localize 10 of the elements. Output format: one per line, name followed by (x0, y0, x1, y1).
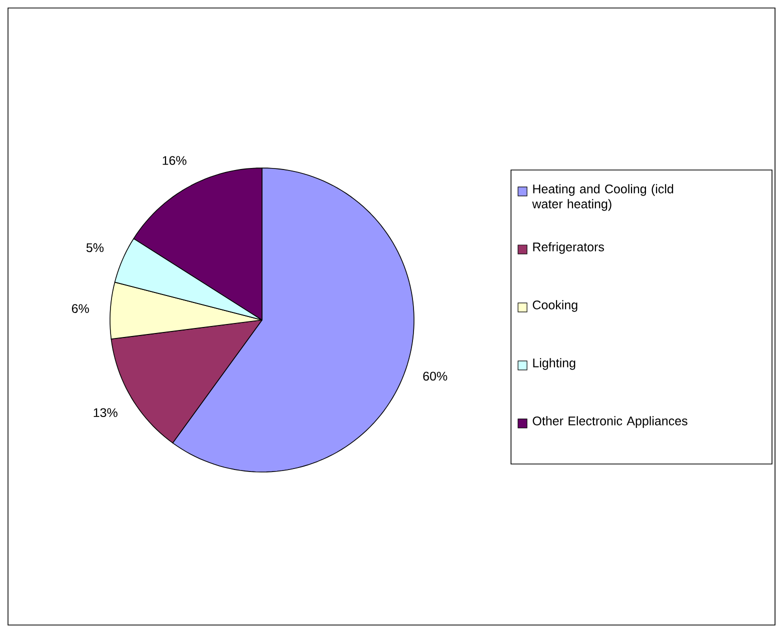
data-label: 6% (72, 304, 89, 313)
data-label: 60% (423, 372, 448, 381)
legend-label: Heating and Cooling (icld water heating) (532, 184, 674, 211)
legend-label: Other Electronic Appliances (532, 416, 688, 428)
legend-label: Lighting (533, 358, 576, 370)
data-label: 16% (162, 156, 186, 165)
legend-label: Cooking (532, 300, 578, 312)
data-label: 5% (86, 243, 104, 252)
data-label: 13% (94, 408, 118, 418)
legend-label: Refrigerators (533, 242, 604, 254)
